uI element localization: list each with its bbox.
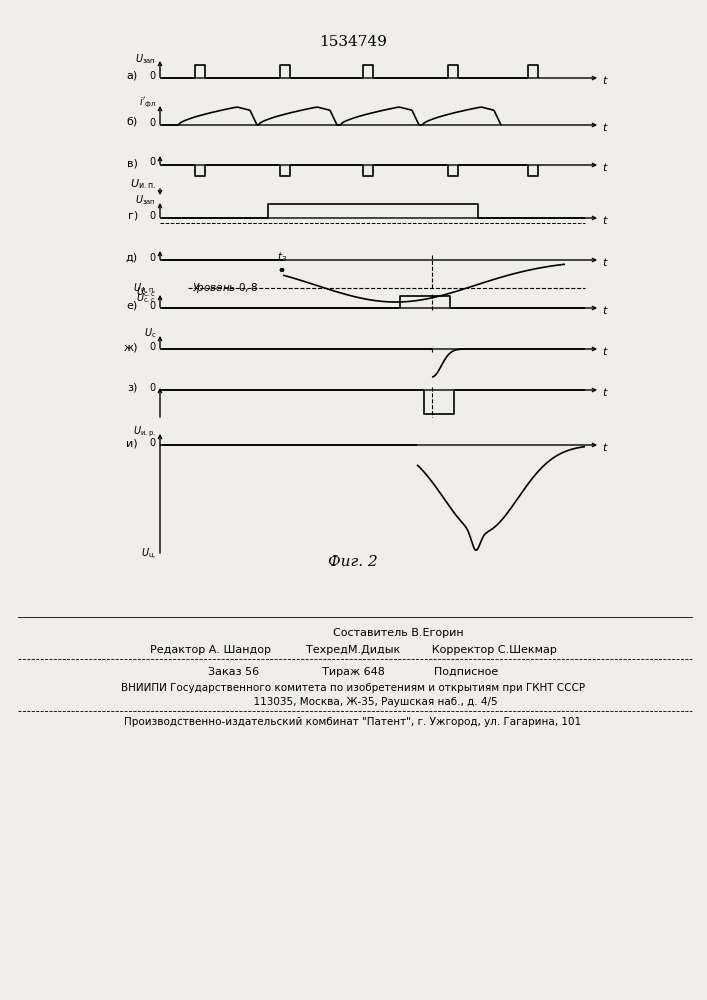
Text: $U_{\sf и.п.}$: $U_{\sf и.п.}$ [130, 177, 156, 191]
Text: $U_{\sf с.с}$: $U_{\sf с.с}$ [136, 291, 156, 305]
Text: t: t [602, 388, 607, 398]
Text: д): д) [126, 253, 138, 263]
Text: 113035, Москва, Ж-35, Раушская наб., д. 4/5: 113035, Москва, Ж-35, Раушская наб., д. … [208, 697, 498, 707]
Text: 0: 0 [149, 118, 155, 128]
Text: и): и) [127, 438, 138, 448]
Text: $U_{\sf и.п.}$: $U_{\sf и.п.}$ [133, 281, 156, 295]
Text: г): г) [128, 210, 138, 220]
Text: 0: 0 [149, 301, 155, 311]
Text: $U_{\sf ц.}$: $U_{\sf ц.}$ [141, 547, 156, 561]
Text: Составитель В.Егорин: Составитель В.Егорин [243, 628, 464, 638]
Text: t: t [602, 306, 607, 316]
Text: $U_{\sf зап}$: $U_{\sf зап}$ [135, 193, 156, 207]
Text: Фиг. 2: Фиг. 2 [328, 555, 378, 569]
Text: Заказ 56                  Тираж 648              Подписное: Заказ 56 Тираж 648 Подписное [208, 667, 498, 677]
Text: t: t [602, 123, 607, 133]
Text: $U_{\sf с}$: $U_{\sf с}$ [144, 326, 156, 340]
Text: 1534749: 1534749 [319, 35, 387, 49]
Text: б): б) [127, 117, 138, 127]
Text: t: t [602, 443, 607, 453]
Text: t: t [602, 163, 607, 173]
Text: 0: 0 [149, 157, 155, 167]
Text: $t_3$: $t_3$ [277, 250, 287, 264]
Text: 0: 0 [149, 438, 155, 448]
Text: $У\!ровень\ 0,8$: $У\!ровень\ 0,8$ [192, 281, 258, 295]
Text: $i'_{\sf фл}$: $i'_{\sf фл}$ [139, 96, 156, 110]
Text: е): е) [127, 301, 138, 311]
Text: ж): ж) [124, 342, 138, 352]
Text: t: t [602, 258, 607, 268]
Text: $U_{\sf зап}$: $U_{\sf зап}$ [135, 52, 156, 66]
Text: 0: 0 [149, 71, 155, 81]
Text: $U_{\sf с.с}$: $U_{\sf с.с}$ [136, 285, 156, 299]
Text: 0: 0 [149, 383, 155, 393]
Text: з): з) [128, 383, 138, 393]
Text: 0: 0 [149, 253, 155, 263]
Text: $U_{\sf и.р.}$: $U_{\sf и.р.}$ [133, 425, 156, 439]
Text: t: t [602, 216, 607, 226]
Text: в): в) [127, 158, 138, 168]
Text: ВНИИПИ Государственного комитета по изобретениям и открытиям при ГКНТ СССР: ВНИИПИ Государственного комитета по изоб… [121, 683, 585, 693]
Text: Редактор А. Шандор          ТехредМ.Дидык         Корректор С.Шекмар: Редактор А. Шандор ТехредМ.Дидык Коррект… [150, 645, 556, 655]
Text: t: t [602, 76, 607, 86]
Text: 0: 0 [149, 211, 155, 221]
Text: 0: 0 [149, 342, 155, 352]
Text: t: t [602, 347, 607, 357]
Text: а): а) [127, 70, 138, 80]
Text: Производственно-издательский комбинат "Патент", г. Ужгород, ул. Гагарина, 101: Производственно-издательский комбинат "П… [124, 717, 582, 727]
